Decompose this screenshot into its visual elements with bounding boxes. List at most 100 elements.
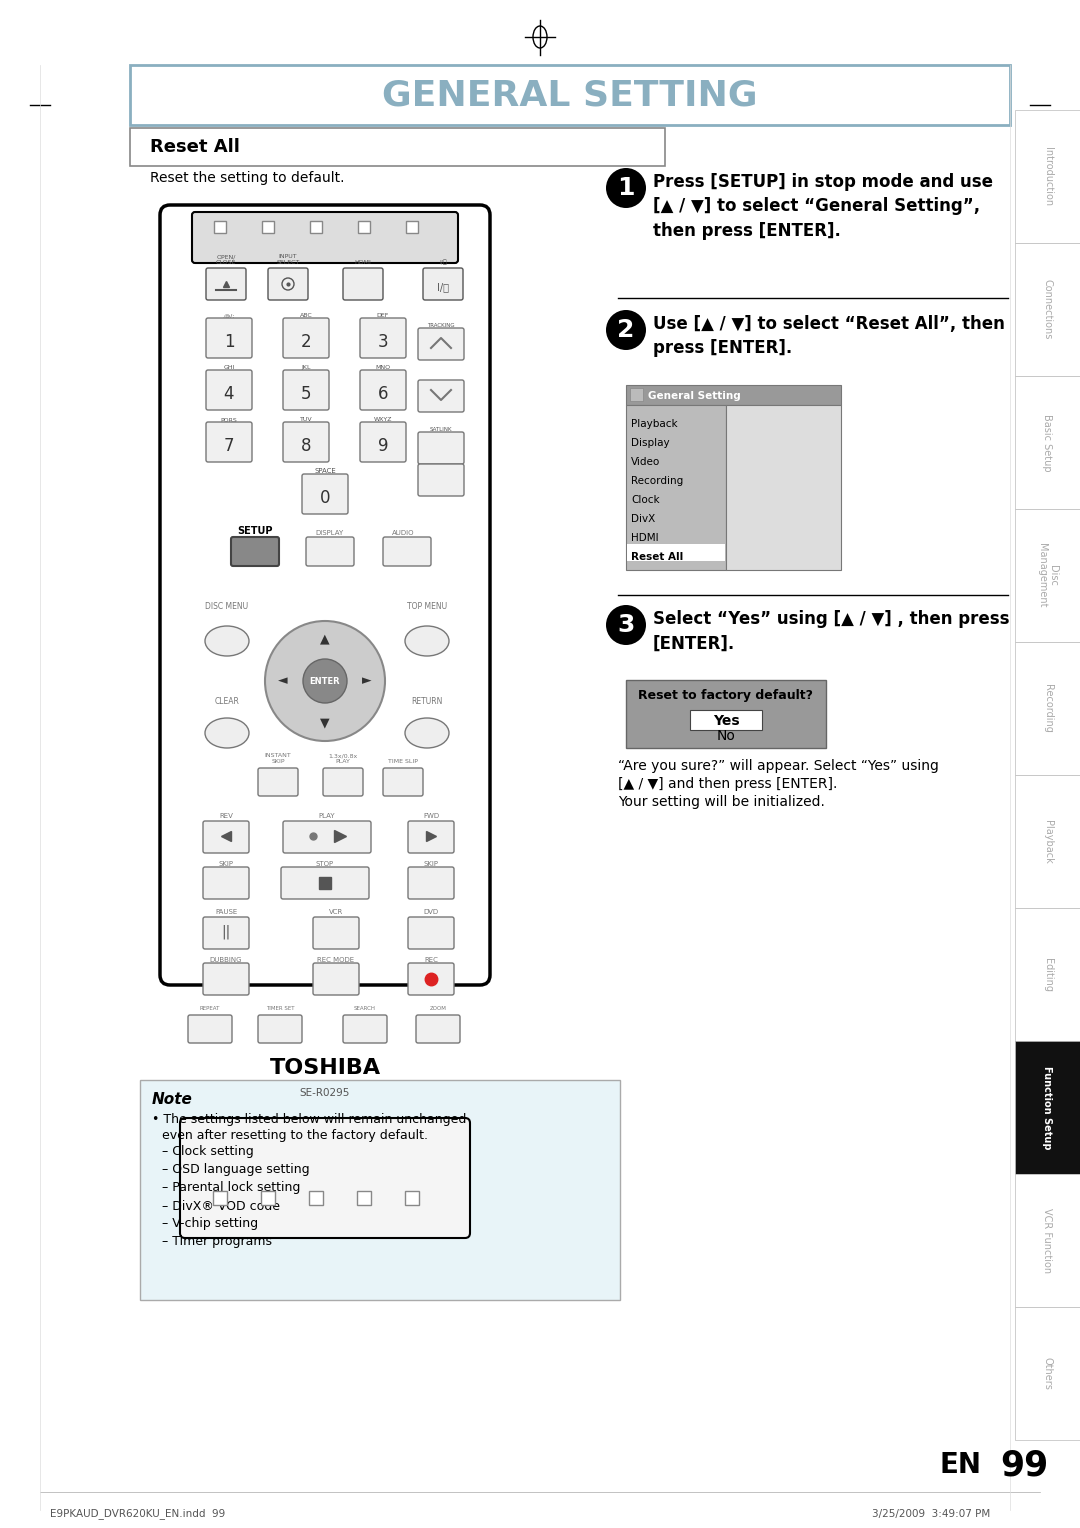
Bar bbox=[406, 222, 418, 232]
Text: TOP MENU: TOP MENU bbox=[407, 602, 447, 611]
Text: INSTANT
SKIP: INSTANT SKIP bbox=[265, 753, 292, 764]
Text: 99: 99 bbox=[1000, 1449, 1049, 1482]
FancyBboxPatch shape bbox=[408, 821, 454, 853]
Text: Select “Yes” using [▲ / ▼] , then press
[ENTER].: Select “Yes” using [▲ / ▼] , then press … bbox=[653, 610, 1010, 652]
Text: Clock: Clock bbox=[631, 495, 660, 504]
Text: TIME SLIP: TIME SLIP bbox=[388, 759, 418, 764]
FancyBboxPatch shape bbox=[306, 536, 354, 565]
Text: I/⏻: I/⏻ bbox=[440, 260, 447, 264]
FancyBboxPatch shape bbox=[360, 318, 406, 358]
Text: WXYZ: WXYZ bbox=[374, 417, 392, 422]
Bar bbox=[214, 222, 226, 232]
Text: HDMI: HDMI bbox=[354, 260, 372, 264]
Text: JKL: JKL bbox=[301, 365, 311, 370]
Text: DEF: DEF bbox=[377, 313, 389, 318]
Circle shape bbox=[303, 659, 347, 703]
Text: Display: Display bbox=[631, 439, 670, 448]
Bar bbox=[1015, 642, 1080, 775]
Text: .@/:: .@/: bbox=[222, 313, 235, 318]
FancyBboxPatch shape bbox=[323, 769, 363, 796]
Bar bbox=[1015, 1306, 1080, 1439]
Text: GENERAL SETTING: GENERAL SETTING bbox=[382, 78, 758, 112]
Bar bbox=[627, 544, 725, 561]
Text: Function Setup: Function Setup bbox=[1042, 1065, 1053, 1149]
Text: 1: 1 bbox=[618, 176, 635, 200]
Text: 3/25/2009  3:49:07 PM: 3/25/2009 3:49:07 PM bbox=[872, 1510, 990, 1519]
Text: ►: ► bbox=[362, 674, 372, 688]
FancyBboxPatch shape bbox=[343, 1015, 387, 1044]
FancyBboxPatch shape bbox=[418, 380, 464, 413]
Text: REV: REV bbox=[219, 813, 233, 819]
Text: TIMER SET: TIMER SET bbox=[266, 1005, 294, 1012]
Text: 3: 3 bbox=[378, 333, 389, 351]
Text: – DivX® VOD code: – DivX® VOD code bbox=[162, 1199, 280, 1213]
FancyBboxPatch shape bbox=[258, 769, 298, 796]
Bar bbox=[626, 405, 726, 570]
Bar bbox=[140, 1080, 620, 1300]
Text: INPUT
SELECT: INPUT SELECT bbox=[276, 254, 299, 264]
Text: 5: 5 bbox=[300, 385, 311, 403]
FancyBboxPatch shape bbox=[283, 821, 372, 853]
Text: STOP: STOP bbox=[316, 860, 334, 866]
FancyBboxPatch shape bbox=[231, 536, 279, 565]
Bar bbox=[690, 711, 762, 730]
FancyBboxPatch shape bbox=[418, 465, 464, 497]
Text: DUBBING: DUBBING bbox=[210, 957, 242, 963]
Text: Note: Note bbox=[152, 1093, 193, 1108]
Text: ABC: ABC bbox=[299, 313, 312, 318]
Text: Reset All: Reset All bbox=[631, 552, 684, 562]
Text: ▲: ▲ bbox=[320, 633, 329, 645]
Text: MNO: MNO bbox=[376, 365, 391, 370]
FancyBboxPatch shape bbox=[360, 422, 406, 461]
Bar bbox=[726, 405, 841, 570]
Text: Editing: Editing bbox=[1042, 958, 1053, 992]
Text: AUDIO: AUDIO bbox=[392, 530, 415, 536]
Ellipse shape bbox=[205, 626, 249, 656]
Text: Playback: Playback bbox=[1042, 819, 1053, 863]
Text: PQRS: PQRS bbox=[220, 417, 238, 422]
Text: Use [▲ / ▼] to select “Reset All”, then
press [ENTER].: Use [▲ / ▼] to select “Reset All”, then … bbox=[653, 315, 1004, 358]
Text: PAUSE: PAUSE bbox=[215, 909, 238, 915]
Text: REPEAT: REPEAT bbox=[200, 1005, 220, 1012]
Text: TIMER
PROG.: TIMER PROG. bbox=[432, 457, 449, 468]
Text: SKIP: SKIP bbox=[218, 860, 233, 866]
Text: SATLINK: SATLINK bbox=[430, 426, 453, 432]
Text: RETURN: RETURN bbox=[411, 697, 443, 706]
Text: FWD: FWD bbox=[423, 813, 440, 819]
Text: DivX: DivX bbox=[631, 513, 656, 524]
FancyBboxPatch shape bbox=[180, 1118, 470, 1238]
Bar bbox=[405, 1190, 419, 1206]
Text: ◄: ◄ bbox=[279, 674, 287, 688]
Text: Recording: Recording bbox=[1042, 685, 1053, 733]
Bar bbox=[1015, 110, 1080, 243]
FancyBboxPatch shape bbox=[203, 821, 249, 853]
FancyBboxPatch shape bbox=[258, 1015, 302, 1044]
Text: CD: CD bbox=[402, 547, 411, 553]
Text: Others: Others bbox=[1042, 1357, 1053, 1390]
Ellipse shape bbox=[205, 718, 249, 749]
FancyBboxPatch shape bbox=[203, 917, 249, 949]
Text: 4: 4 bbox=[224, 385, 234, 403]
FancyBboxPatch shape bbox=[206, 267, 246, 299]
Text: even after resetting to the factory default.: even after resetting to the factory defa… bbox=[162, 1129, 428, 1143]
Text: E9PKAUD_DVR620KU_EN.indd  99: E9PKAUD_DVR620KU_EN.indd 99 bbox=[50, 1508, 226, 1519]
Text: 9: 9 bbox=[378, 437, 388, 455]
Text: 7: 7 bbox=[224, 437, 234, 455]
Text: DISC MENU: DISC MENU bbox=[205, 602, 248, 611]
Text: VCR Function: VCR Function bbox=[1042, 1209, 1053, 1273]
Text: DISPLAY: DISPLAY bbox=[315, 530, 345, 536]
FancyBboxPatch shape bbox=[283, 422, 329, 461]
Bar bbox=[261, 1190, 275, 1206]
Text: EN: EN bbox=[940, 1452, 982, 1479]
FancyBboxPatch shape bbox=[418, 432, 464, 465]
Text: 1.3x/0.8x
PLAY: 1.3x/0.8x PLAY bbox=[328, 753, 357, 764]
FancyBboxPatch shape bbox=[343, 267, 383, 299]
Text: Basic Setup: Basic Setup bbox=[1042, 414, 1053, 471]
Text: DVD: DVD bbox=[423, 909, 438, 915]
FancyBboxPatch shape bbox=[268, 267, 308, 299]
Text: ENTER: ENTER bbox=[310, 677, 340, 686]
Text: GHI: GHI bbox=[224, 365, 234, 370]
Text: Recording: Recording bbox=[631, 477, 684, 486]
Text: Your setting will be initialized.: Your setting will be initialized. bbox=[618, 795, 825, 808]
Text: CLEAR: CLEAR bbox=[215, 697, 240, 706]
